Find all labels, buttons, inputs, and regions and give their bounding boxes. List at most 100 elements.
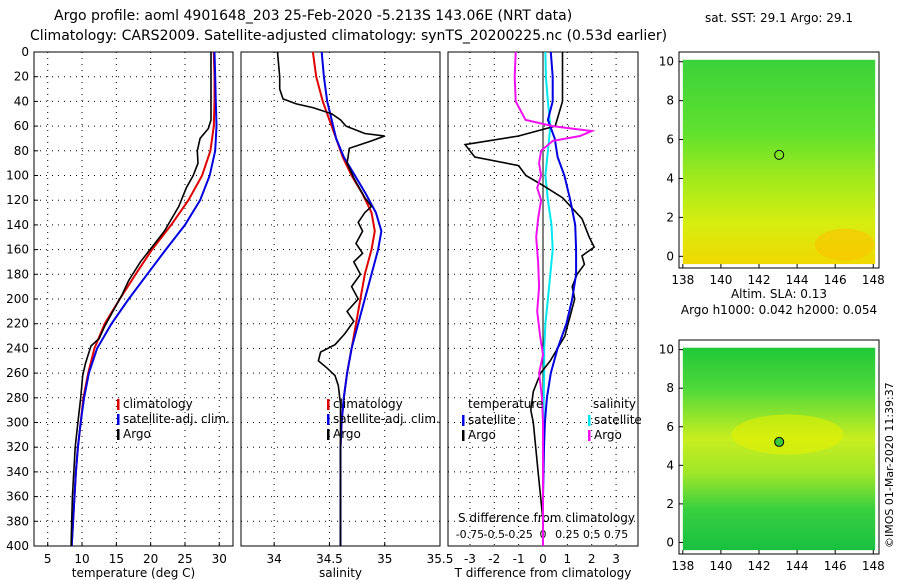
y-tick-label: 280 — [6, 391, 29, 405]
y-tick-label: 160 — [6, 243, 29, 257]
x-tick-label: 142 — [748, 559, 771, 573]
series-s-argo — [513, 51, 596, 546]
sla-high-patch — [731, 414, 844, 455]
x-axis-label: salinity — [319, 566, 362, 580]
y-tick-label: 340 — [6, 465, 29, 479]
x-tick-label: 25 — [177, 552, 192, 566]
y-tick-label: 260 — [6, 366, 29, 380]
legend-entry: satellite-adj. clim. — [333, 412, 440, 426]
argo-position-marker — [774, 149, 785, 160]
y-tick-label: 140 — [6, 218, 29, 232]
y-tick-label: 0 — [21, 45, 29, 59]
series-climatology — [70, 51, 216, 547]
legend-entry: Argo — [594, 428, 622, 442]
s-tick-label: -0.25 — [504, 528, 532, 541]
x-tick-label: 140 — [709, 273, 732, 287]
legend-swatch — [327, 399, 330, 410]
sst-map-panel: sat. SST: 29.1 Argo: 29.1 138 140 142 144 146… — [659, 11, 885, 287]
legend-swatch — [327, 429, 330, 440]
x-tick-label: -1 — [513, 552, 525, 566]
x-tick-label: 2 — [588, 552, 596, 566]
legend-swatch — [588, 415, 591, 426]
x-tick-label: 144 — [786, 559, 809, 573]
y-tick-label: 380 — [6, 514, 29, 528]
y-tick-label: 200 — [6, 292, 29, 306]
legend-entry: Argo — [333, 427, 361, 441]
map-subtitle: Argo h1000: 0.042 h2000: 0.054 — [681, 303, 877, 317]
legend-swatch — [117, 429, 120, 440]
s-axis-label: S difference from climatology — [458, 511, 635, 525]
imos-watermark: ©IMOS 01-Mar-2020 11:39:37 — [883, 382, 896, 548]
salinity-panel: 34 34.5 35 35.5 salinity climatologysatellite… — [240, 51, 454, 580]
x-tick-label: -3 — [464, 552, 476, 566]
y-tick-label: 6 — [666, 420, 674, 434]
y-tick-label: 20 — [14, 70, 29, 84]
legend-swatch — [588, 430, 591, 441]
legend-entry: satellite — [594, 413, 642, 427]
map-title: sat. SST: 29.1 Argo: 29.1 — [705, 11, 853, 25]
y-tick-label: 220 — [6, 317, 29, 331]
x-tick-label: 148 — [862, 273, 885, 287]
legend-swatch — [327, 414, 330, 425]
sst-warm-patch — [814, 228, 875, 261]
x-tick-label: 10 — [74, 552, 89, 566]
y-tick-label: 100 — [6, 169, 29, 183]
x-tick-label: 138 — [671, 273, 694, 287]
y-tick-label: 4 — [666, 171, 674, 185]
y-tick-label: 400 — [6, 539, 29, 553]
series-s-satellite — [542, 51, 578, 546]
map-frame — [678, 339, 880, 555]
y-tick-label: 0 — [666, 249, 674, 263]
s-tick-label: -0.5 — [484, 528, 505, 541]
legend-entry: climatology — [123, 397, 193, 411]
y-tick-label: 240 — [6, 341, 29, 355]
x-tick-label: 35.5 — [427, 552, 454, 566]
s-tick-label: 0.25 — [555, 528, 580, 541]
x-tick-label: 146 — [824, 273, 847, 287]
plot-frame — [33, 51, 234, 547]
y-tick-label: 10 — [659, 55, 674, 69]
figure-title-line2: Climatology: CARS2009. Satellite-adjuste… — [30, 28, 667, 44]
sla-map-panel: Altim. SLA: 0.13 Argo h1000: 0.042 h2000:… — [659, 287, 885, 573]
y-tick-label: 360 — [6, 490, 29, 504]
y-tick-label: 2 — [666, 210, 674, 224]
y-tick-label: 120 — [6, 193, 29, 207]
map-frame — [678, 51, 880, 269]
y-tick-label: 180 — [6, 267, 29, 281]
x-tick-label: 144 — [786, 273, 809, 287]
y-tick-label: 8 — [666, 94, 674, 108]
x-tick-label: 34.5 — [316, 552, 343, 566]
legend-swatch — [462, 415, 465, 426]
x-axis-label: temperature (deg C) — [72, 566, 195, 580]
x-tick-label: 35 — [377, 552, 392, 566]
x-tick-label: 1 — [564, 552, 572, 566]
legend-entry: Argo — [468, 428, 496, 442]
series-argo — [70, 52, 212, 547]
series-argo — [276, 51, 385, 546]
x-tick-label: 5 — [44, 552, 52, 566]
y-tick-label: 80 — [14, 144, 29, 158]
x-tick-label: 138 — [671, 559, 694, 573]
legend-title-salinity: salinity — [593, 397, 636, 411]
legend-entry: climatology — [333, 397, 403, 411]
y-tick-label: 320 — [6, 440, 29, 454]
legend-swatch — [462, 430, 465, 441]
series-satellite-adj-clim- — [70, 51, 218, 547]
argo-position-marker — [774, 436, 785, 447]
legend-swatch — [117, 399, 120, 410]
x-axis-label: T difference from climatology — [454, 566, 632, 580]
legend-swatch — [117, 414, 120, 425]
legend-entry: satellite — [468, 413, 516, 427]
x-tick-label: 34 — [267, 552, 282, 566]
s-tick-label: 0.75 — [604, 528, 629, 541]
x-tick-label: 146 — [824, 559, 847, 573]
y-tick-label: 60 — [14, 119, 29, 133]
x-tick-label: 0 — [539, 552, 547, 566]
y-tick-label: 300 — [6, 416, 29, 430]
temperature-panel: 5 10 15 20 25 30 temperature (deg C) 0 20 40 60 80 1… — [6, 45, 234, 580]
x-tick-label: -2 — [488, 552, 500, 566]
x-tick-label: 140 — [709, 559, 732, 573]
map-title: Altim. SLA: 0.13 — [731, 287, 827, 301]
legend-title-temperature: temperature — [468, 397, 543, 411]
x-tick-label: 142 — [748, 273, 771, 287]
